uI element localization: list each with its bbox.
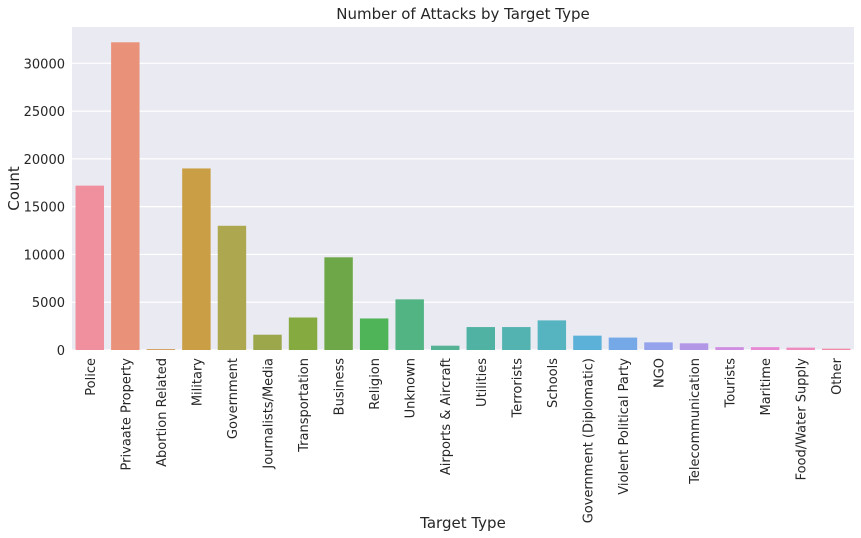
x-tick-label: Schools [546, 358, 561, 408]
x-axis-label: Target Type [419, 514, 506, 532]
x-tick-label: NGO [653, 358, 668, 388]
x-tick-label: Telecommunication [688, 358, 703, 485]
x-tick-label: Military [190, 358, 205, 406]
x-tick-label: Transportation [297, 358, 312, 453]
x-tick-label: Violent Political Party [617, 358, 632, 495]
y-axis-label: Count [5, 166, 23, 211]
y-tick-label: 25000 [24, 105, 65, 120]
bar [253, 334, 282, 350]
y-tick-label: 20000 [24, 153, 65, 168]
bar [217, 225, 247, 350]
chart-title: Number of Attacks by Target Type [336, 5, 590, 23]
bar [182, 168, 211, 350]
x-tick-label: Tourists [724, 358, 739, 409]
x-tick-label: Terrorists [510, 358, 525, 419]
bar [75, 185, 104, 350]
x-tick-label: Utilities [475, 358, 490, 407]
x-tick-label: Unknown [404, 358, 419, 418]
bar [502, 327, 531, 350]
bar [715, 347, 744, 350]
x-tick-label: Business [333, 358, 348, 416]
bar [822, 348, 851, 350]
bar [786, 347, 815, 350]
bar [146, 349, 176, 350]
bar [573, 335, 602, 350]
y-tick-labels: 0 5000 10000 15000 20000 25000 30000 [24, 57, 65, 359]
x-tick-labels: Police Privaate Property Abortion Related M… [84, 357, 845, 523]
y-tick-label: 15000 [24, 201, 65, 216]
x-tick-label: Food/Water Supply [795, 358, 810, 481]
x-tick-label: Abortion Related [155, 358, 170, 467]
y-tick-label: 10000 [24, 248, 65, 263]
bar [679, 343, 709, 350]
x-tick-label: Religion [368, 358, 383, 410]
y-tick-label: 30000 [24, 57, 65, 72]
bar [324, 257, 353, 350]
bar [750, 347, 780, 350]
bar [644, 342, 673, 350]
x-tick-label: Maritime [759, 358, 774, 416]
y-tick-label: 0 [57, 344, 65, 359]
bar [359, 318, 389, 350]
bar [466, 327, 495, 350]
bar [537, 320, 567, 350]
bar [111, 42, 140, 350]
bars [75, 42, 851, 350]
x-tick-label: Airports & Aircraft [439, 358, 454, 475]
x-tick-label: Government (Diplomatic) [581, 358, 596, 523]
bar [395, 299, 424, 350]
bar [608, 337, 638, 350]
x-tick-label: Privaate Property [119, 358, 134, 471]
bar [431, 345, 460, 350]
x-tick-label: Police [84, 358, 99, 396]
x-tick-label: Other [830, 357, 845, 395]
bar [288, 317, 318, 350]
y-tick-label: 5000 [32, 296, 65, 311]
x-tick-label: Journalists/Media [262, 358, 277, 470]
x-tick-label: Government [226, 358, 241, 439]
